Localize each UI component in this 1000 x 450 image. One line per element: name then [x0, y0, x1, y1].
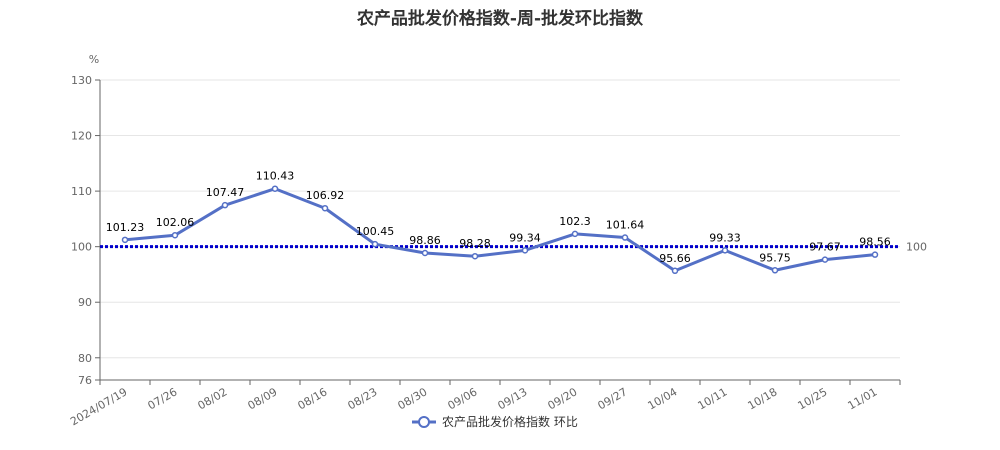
data-point — [321, 204, 329, 212]
x-tick-label: 11/01 — [846, 385, 880, 412]
x-tick-label: 10/11 — [696, 385, 730, 412]
data-label: 99.33 — [709, 231, 741, 244]
x-tick-label: 08/23 — [346, 385, 380, 412]
x-tick-label: 07/26 — [146, 385, 180, 412]
data-labels: 101.23 102.06 107.47 110.43 106.92 100.45 98.8… — [106, 170, 891, 265]
x-tick-label: 09/06 — [446, 385, 480, 412]
data-point — [221, 201, 229, 209]
y-tick-label: 90 — [78, 296, 92, 309]
data-point — [671, 267, 679, 275]
x-tick-label: 09/13 — [496, 385, 530, 412]
data-point — [571, 230, 579, 238]
data-point — [371, 240, 379, 248]
x-tick-label: 08/16 — [296, 385, 330, 412]
legend-marker — [418, 416, 430, 428]
chart-title: 农产品批发价格指数-周-批发环比指数 — [356, 9, 644, 29]
y-tick-label: 76 — [78, 374, 92, 387]
y-tick-label: 110 — [71, 185, 92, 198]
y-axis-unit: % — [89, 53, 99, 66]
y-tick-label: 100 — [71, 241, 92, 254]
data-point — [121, 236, 129, 244]
data-label: 95.75 — [759, 251, 791, 264]
data-label: 102.3 — [559, 215, 591, 228]
series-line — [124, 187, 876, 273]
series-group — [121, 185, 879, 275]
data-point — [421, 249, 429, 257]
data-point — [771, 267, 779, 274]
data-label: 100.45 — [356, 225, 395, 238]
x-tick-label: 08/02 — [196, 385, 230, 412]
data-label: 98.28 — [459, 237, 491, 250]
data-point — [271, 185, 279, 192]
data-point — [871, 251, 879, 258]
x-tick-label: 10/18 — [746, 385, 780, 412]
data-label: 99.34 — [509, 231, 541, 244]
data-label: 95.66 — [659, 252, 691, 265]
data-point — [471, 252, 479, 260]
x-tick-label: 08/30 — [396, 385, 430, 412]
x-tick-label: 2024/07/19 — [68, 385, 129, 428]
data-label: 110.43 — [256, 170, 295, 183]
data-label: 106.92 — [306, 189, 345, 202]
data-label: 101.23 — [106, 221, 145, 234]
data-label: 98.56 — [859, 236, 891, 249]
reference-line-label: 100 — [906, 241, 927, 254]
x-tick-label: 10/04 — [646, 385, 680, 412]
x-tick-label: 09/27 — [596, 385, 630, 412]
legend[interactable]: 农产品批发价格指数 环比 — [412, 414, 578, 429]
y-tick-label: 80 — [78, 352, 92, 365]
y-tick-label: 130 — [71, 74, 92, 87]
data-label: 107.47 — [206, 186, 245, 199]
data-point — [621, 234, 629, 241]
grid-lines — [100, 79, 900, 359]
data-point — [721, 247, 729, 254]
x-tick-label: 10/25 — [796, 385, 830, 412]
reference-line-group: 100 — [100, 241, 927, 254]
data-point — [821, 256, 829, 263]
y-tick-label: 120 — [71, 130, 92, 143]
x-tick-label: 09/20 — [546, 385, 580, 412]
x-tick-label: 08/09 — [246, 385, 280, 412]
data-label: 97.67 — [809, 241, 841, 254]
legend-label: 农产品批发价格指数 环比 — [442, 414, 578, 429]
data-point — [521, 247, 529, 254]
data-label: 98.86 — [409, 234, 441, 247]
data-label: 102.06 — [156, 216, 195, 229]
data-point — [171, 231, 179, 239]
data-label: 101.64 — [606, 219, 645, 232]
